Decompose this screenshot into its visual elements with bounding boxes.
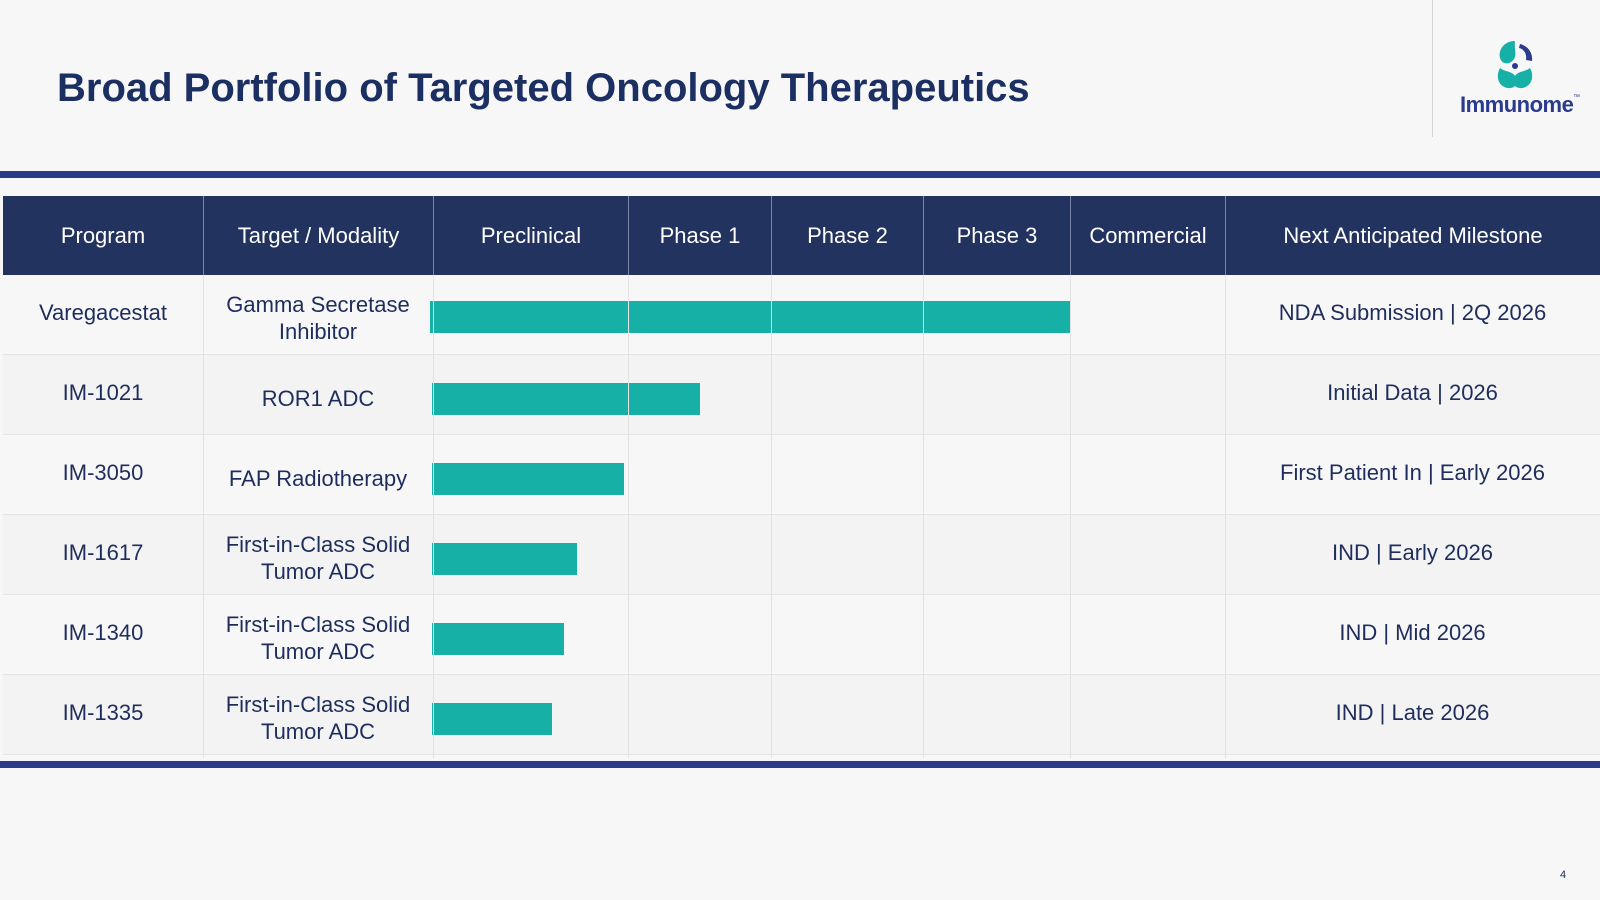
column-gridline xyxy=(1070,275,1071,758)
table-row: IM-1340 First-in-Class Solid Tumor ADC IND … xyxy=(3,595,1600,675)
table-row: IM-3050 FAP Radiotherapy First Patient In … xyxy=(3,435,1600,515)
program-name: IM-1340 xyxy=(62,619,144,645)
target-modality-line: ROR1 ADC xyxy=(261,385,375,411)
target-modality-line: Gamma Secretase xyxy=(226,292,410,317)
program-name: IM-1617 xyxy=(62,539,144,565)
column-gridline xyxy=(628,275,629,758)
target-modality-line: FAP Radiotherapy xyxy=(228,465,408,491)
progress-bar xyxy=(432,463,625,495)
next-milestone: IND | Early 2026 xyxy=(1331,539,1493,565)
target-modality-line: Tumor ADC xyxy=(260,639,376,664)
top-rule xyxy=(0,171,1600,178)
column-header-next-anticipated-milestone: Next Anticipated Milestone xyxy=(1225,196,1600,275)
column-header-commercial: Commercial xyxy=(1070,196,1225,275)
program-name: IM-3050 xyxy=(62,459,144,485)
program-name: Varegacestat xyxy=(38,299,167,325)
target-modality: FAP Radiotherapy xyxy=(203,435,433,515)
next-milestone: IND | Late 2026 xyxy=(1335,699,1490,725)
progress-bar xyxy=(432,383,700,415)
logo-wordmark: Immunome xyxy=(1460,92,1574,117)
column-header-preclinical: Preclinical xyxy=(433,196,628,275)
logo-mark-icon xyxy=(1497,41,1533,89)
target-modality-line: First-in-Class Solid xyxy=(225,692,411,717)
logo-divider xyxy=(1432,0,1433,137)
target-modality: First-in-Class Solid Tumor ADC xyxy=(203,515,433,595)
column-gridline xyxy=(1225,275,1226,758)
next-milestone: Initial Data | 2026 xyxy=(1327,379,1498,405)
column-gridline xyxy=(203,275,204,758)
target-modality: Gamma Secretase Inhibitor xyxy=(203,275,433,355)
target-modality-line: Tumor ADC xyxy=(260,719,376,744)
page-number: 4 xyxy=(1560,869,1567,881)
progress-bar xyxy=(432,543,578,575)
target-modality: First-in-Class Solid Tumor ADC xyxy=(203,675,433,755)
table-row: Varegacestat Gamma Secretase Inhibitor NDA … xyxy=(3,275,1600,355)
target-modality-line: First-in-Class Solid xyxy=(225,532,411,557)
next-milestone: NDA Submission | 2Q 2026 xyxy=(1278,299,1547,325)
target-modality-line: Inhibitor xyxy=(278,319,358,344)
next-milestone: IND | Mid 2026 xyxy=(1339,619,1486,645)
column-gridline xyxy=(771,275,772,758)
program-name: IM-1021 xyxy=(62,379,144,405)
progress-bar xyxy=(432,703,552,735)
column-gridline xyxy=(433,275,434,758)
table-row: IM-1021 ROR1 ADC Initial Data | 2026 xyxy=(3,355,1600,435)
target-modality: ROR1 ADC xyxy=(203,355,433,435)
column-header-phase-3: Phase 3 xyxy=(923,196,1070,275)
next-milestone: First Patient In | Early 2026 xyxy=(1280,459,1545,485)
table-header-row: Program Target / Modality Preclinical Phase… xyxy=(3,196,1600,275)
target-modality: First-in-Class Solid Tumor ADC xyxy=(203,595,433,675)
page-title: Broad Portfolio of Targeted Oncology The… xyxy=(57,66,1030,110)
column-gridline xyxy=(923,275,924,758)
target-modality-line: Tumor ADC xyxy=(260,559,376,584)
table-row: IM-1617 First-in-Class Solid Tumor ADC IND … xyxy=(3,515,1600,595)
logo-trademark: ™ xyxy=(1573,94,1580,101)
table-row: IM-1335 First-in-Class Solid Tumor ADC IND … xyxy=(3,675,1600,755)
bottom-rule xyxy=(0,761,1600,768)
progress-bar xyxy=(432,623,564,655)
company-logo: Immunome ™ xyxy=(1455,38,1585,118)
column-header-phase-1: Phase 1 xyxy=(628,196,771,275)
progress-bar xyxy=(430,301,1070,333)
column-header-phase-2: Phase 2 xyxy=(771,196,923,275)
column-header-target-modality: Target / Modality xyxy=(203,196,433,275)
pipeline-table: Program Target / Modality Preclinical Phase… xyxy=(0,196,1600,758)
target-modality-line: First-in-Class Solid xyxy=(225,612,411,637)
program-name: IM-1335 xyxy=(62,699,144,725)
column-header-program: Program xyxy=(60,222,146,248)
